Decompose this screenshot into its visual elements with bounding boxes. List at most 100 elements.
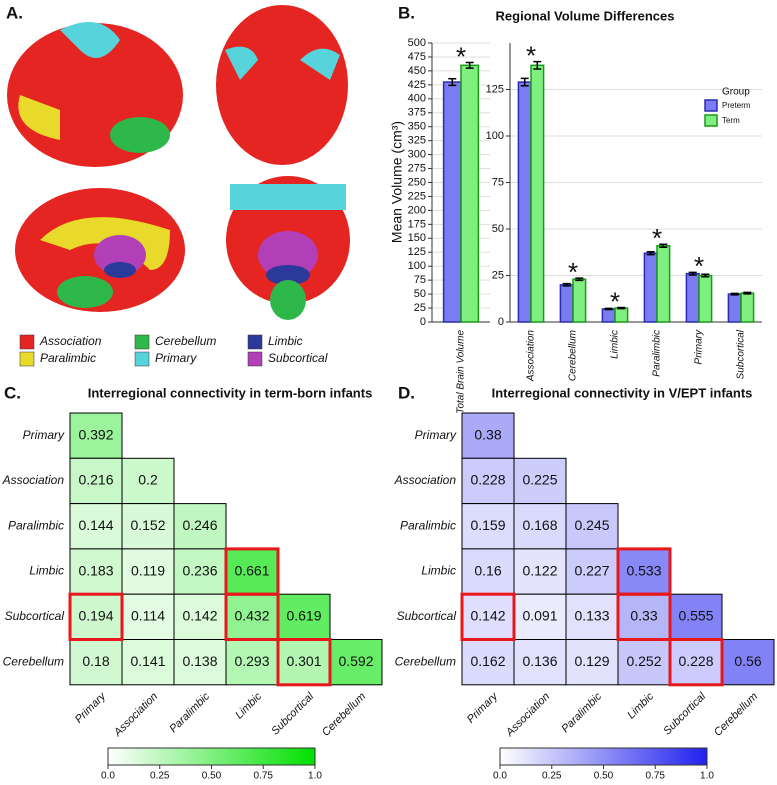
- row-label: Paralimbic: [8, 518, 64, 532]
- legend-label: Limbic: [268, 334, 303, 348]
- x-tick-label: Subcortical: [736, 329, 747, 379]
- cell: [721, 639, 775, 686]
- cell-value: 0.619: [286, 608, 321, 624]
- cell: [669, 639, 723, 686]
- y-tick-label: 100: [486, 130, 504, 142]
- cell-value: 0.56: [734, 653, 761, 669]
- colorbar-tick-label: 0.75: [646, 771, 666, 782]
- y-tick-label: 475: [408, 51, 426, 63]
- bar: [559, 284, 574, 323]
- significance-marker: *: [456, 41, 466, 71]
- cell: [121, 548, 175, 595]
- x-tick-label: Total Brain Volume: [456, 330, 467, 414]
- x-tick-label: Cerebellum: [568, 330, 579, 381]
- y-tick-label: 50: [414, 288, 426, 300]
- row-label: Association: [394, 473, 457, 487]
- legend-label: Subcortical: [268, 351, 328, 365]
- chart-title: Regional Volume Differences: [496, 8, 675, 23]
- cell-value: 0.301: [286, 653, 321, 669]
- cell: [173, 593, 227, 641]
- error-bar: [617, 306, 626, 310]
- x-tick-label: Paralimbic: [652, 330, 663, 377]
- cell-value: 0.18: [82, 653, 109, 669]
- colorbar-tick-label: 0.75: [254, 771, 274, 782]
- y-tick-label: 325: [408, 135, 426, 147]
- legend-swatch: [247, 334, 263, 350]
- bar: [643, 252, 658, 323]
- cell-value: 0.138: [182, 653, 217, 669]
- brain-images: [7, 5, 350, 320]
- cell-value: 0.228: [678, 653, 713, 669]
- legend-label: Term: [722, 116, 740, 125]
- colorbar-tick-label: 1.0: [308, 771, 322, 782]
- error-bar: [701, 273, 710, 278]
- legend-swatch: [134, 351, 150, 367]
- error-bar: [575, 277, 584, 282]
- column-label: Association: [111, 690, 160, 739]
- cell-value: 0.38: [474, 426, 501, 442]
- cell: [69, 412, 123, 459]
- column-label: Cerebellum: [712, 690, 760, 738]
- column-label: Association: [503, 690, 552, 739]
- error-bar: [465, 61, 474, 69]
- legend-swatch: [19, 334, 35, 350]
- cell: [669, 593, 723, 641]
- colorbar-tick-label: 1.0: [700, 771, 714, 782]
- colorbar: [107, 747, 316, 766]
- cell-value: 0.216: [78, 472, 113, 488]
- panel-label: A.: [6, 3, 23, 22]
- cell-value: 0.293: [234, 653, 269, 669]
- cell-value: 0.246: [182, 517, 217, 533]
- row-label: Subcortical: [397, 609, 457, 623]
- cell: [461, 412, 515, 459]
- cell: [173, 548, 227, 595]
- column-label: Primary: [73, 689, 109, 725]
- bar: [727, 293, 742, 323]
- colorbar-tick-label: 0.0: [101, 771, 115, 782]
- error-bar: [533, 60, 542, 70]
- cell: [121, 593, 175, 641]
- colorbar-tick-label: 0.0: [493, 771, 507, 782]
- y-axis-label: Mean Volume (cm³): [389, 121, 405, 243]
- y-tick-label: 175: [408, 218, 426, 230]
- colorbar-tick-label: 0.50: [594, 771, 614, 782]
- cell-value: 0.252: [626, 653, 661, 669]
- cell: [513, 457, 567, 505]
- column-label: Paralimbic: [559, 690, 604, 735]
- legend-swatch: [704, 114, 718, 127]
- row-label: Association: [2, 473, 65, 487]
- highlight-box: [68, 592, 124, 642]
- cell-value: 0.141: [130, 653, 165, 669]
- column-label: Limbic: [625, 690, 656, 721]
- legend-swatch: [134, 334, 150, 350]
- highlight-box: [616, 592, 672, 642]
- significance-marker: *: [694, 251, 704, 281]
- error-bar: [562, 282, 571, 287]
- y-tick-label: 400: [408, 93, 426, 105]
- y-tick-label: 275: [408, 162, 426, 174]
- row-label: Subcortical: [5, 609, 65, 623]
- cell: [69, 457, 123, 505]
- panel-label: C.: [4, 383, 21, 402]
- cell-value: 0.2: [138, 472, 158, 488]
- x-tick-label: Association: [526, 330, 537, 383]
- y-tick-label: 225: [408, 190, 426, 202]
- cell-value: 0.16: [474, 562, 501, 578]
- y-tick-label: 375: [408, 107, 426, 119]
- cell-value: 0.122: [522, 562, 557, 578]
- bar: [460, 64, 480, 323]
- cell: [513, 503, 567, 550]
- panel-label: B.: [398, 3, 415, 22]
- legend-label: Cerebellum: [155, 334, 216, 348]
- highlight-box: [276, 638, 332, 687]
- cell-value: 0.144: [78, 517, 113, 533]
- significance-marker: *: [526, 40, 536, 70]
- cell: [277, 593, 331, 641]
- cell: [461, 639, 515, 686]
- cell-value: 0.142: [182, 608, 217, 624]
- y-tick-label: 75: [414, 274, 426, 286]
- error-bar: [520, 77, 529, 87]
- colorbar: [499, 747, 708, 766]
- bar: [656, 244, 671, 323]
